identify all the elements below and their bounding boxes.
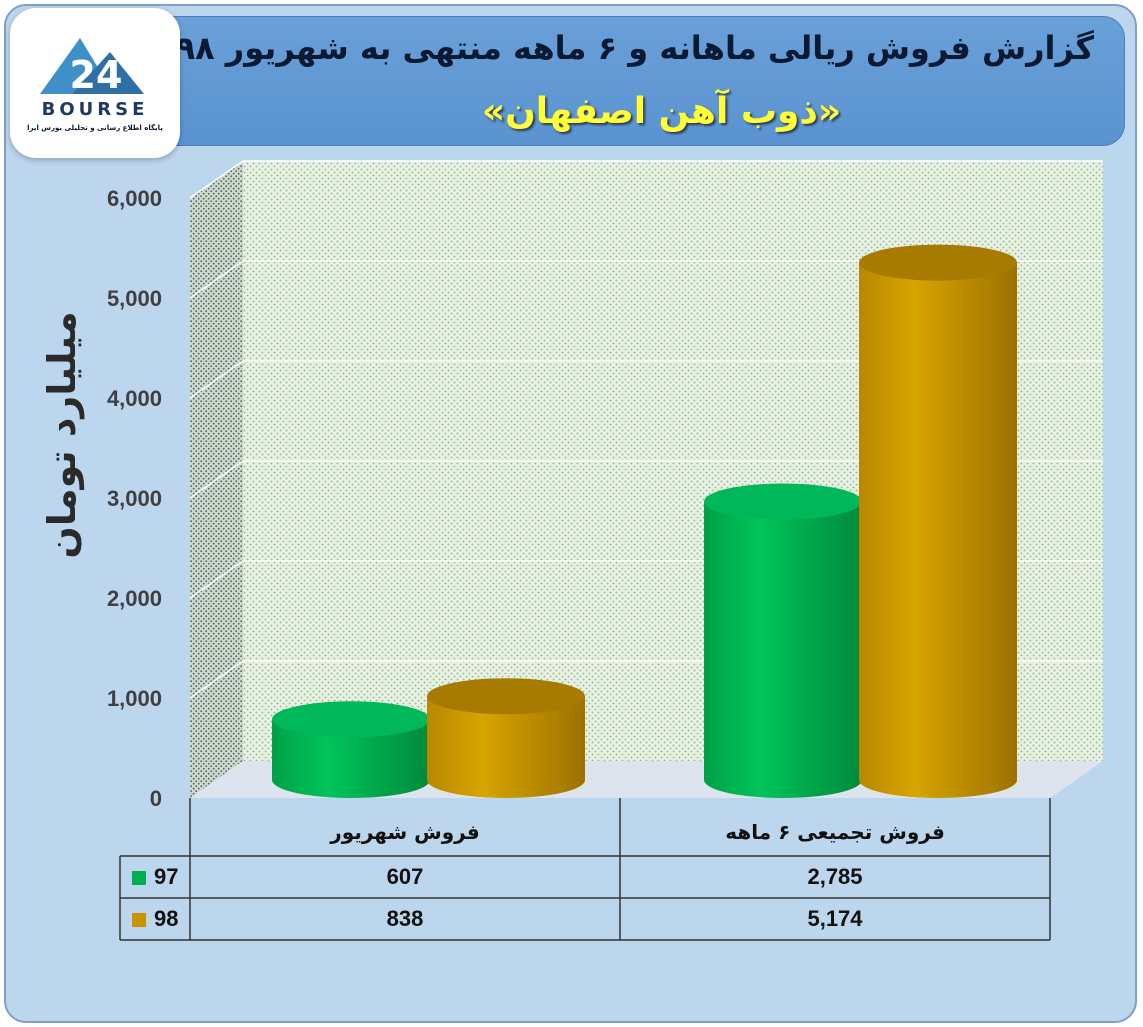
legend-swatch-97	[132, 871, 146, 886]
bar-body	[704, 501, 862, 798]
y-tick-labels: 0 1,000 2,000 3,000 4,000 5,000 6,000	[107, 186, 162, 811]
data-label-97-monthly: 607	[386, 864, 424, 889]
legend-label-97: 97	[154, 864, 179, 889]
data-label-98-cumulative: 5,174	[807, 906, 863, 931]
logo-wordmark: BOURSE	[41, 99, 149, 120]
bar-top	[427, 678, 585, 715]
bar-body	[859, 262, 1017, 799]
legend-97: 97	[120, 857, 190, 897]
bar-top	[859, 244, 1017, 281]
gridline-side	[189, 160, 244, 199]
y-tick-label: 3,000	[107, 486, 162, 511]
chart-subtitle: «ذوب آهن اصفهان»	[481, 91, 842, 132]
y-tick-label: 2,000	[107, 586, 162, 611]
category-label-cumulative: فروش تجمیعی ۶ ماهه	[725, 820, 945, 844]
bar-top	[272, 701, 430, 738]
bar-98-0	[427, 678, 585, 798]
y-tick-label: 0	[150, 786, 162, 811]
gridline-side	[189, 260, 244, 299]
bars	[272, 244, 1017, 799]
y-tick-label: 1,000	[107, 686, 162, 711]
bar-97-0	[272, 701, 430, 798]
data-table-lines	[119, 798, 1051, 941]
logo-numeral: 24	[70, 53, 123, 97]
logo-tagline: پایگاه اطلاع رسانی و تحلیلی بورس ایرا	[27, 124, 163, 132]
chart-title: گزارش فروش ریالی ماهانه و ۶ ماهه منتهی ب…	[175, 29, 1094, 67]
gridline-side	[189, 460, 244, 499]
y-tick-label: 4,000	[107, 386, 162, 411]
bar-top	[704, 483, 862, 520]
bourse24-logo: 24 BOURSE پایگاه اطلاع رسانی و تحلیلی بو…	[10, 8, 180, 158]
bar-98-1	[859, 244, 1017, 799]
category-label-monthly: فروش شهریور	[330, 820, 480, 844]
y-tick-label: 5,000	[107, 286, 162, 311]
legend-swatch-98	[132, 913, 146, 928]
bar-97-1	[704, 483, 862, 798]
logo-mark-icon: 24	[40, 38, 144, 97]
y-tick-label: 6,000	[107, 186, 162, 211]
data-label-97-cumulative: 2,785	[807, 864, 863, 889]
legend-label-98: 98	[154, 906, 179, 931]
bar-body	[272, 719, 430, 798]
legend-98: 98	[120, 899, 190, 939]
bar-body	[427, 696, 585, 798]
gridline-side	[189, 660, 244, 699]
title-banner: گزارش فروش ریالی ماهانه و ۶ ماهه منتهی ب…	[18, 16, 1125, 146]
gridline-side	[189, 560, 244, 599]
data-label-98-monthly: 838	[386, 906, 424, 931]
gridline-side	[189, 360, 244, 399]
